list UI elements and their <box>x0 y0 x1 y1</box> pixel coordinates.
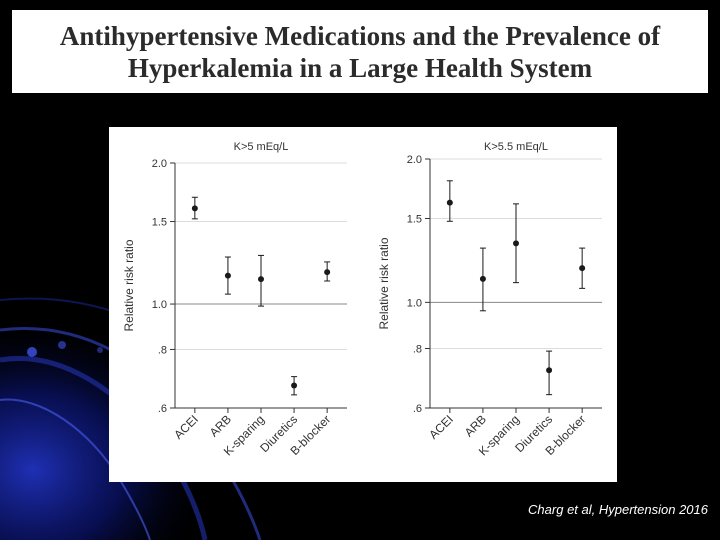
chart-1-y-tick-label: 1.0 <box>152 299 167 311</box>
citation: Charg et al, Hypertension 2016 <box>528 502 708 517</box>
chart-2-y-tick-label: .6 <box>413 403 422 415</box>
chart-1-y-tick-label: 2.0 <box>152 158 167 170</box>
chart-2-y-tick-label: 1.0 <box>407 297 422 309</box>
chart-1-y-tick-label: .6 <box>158 403 167 415</box>
chart-2-y-tick-label: .8 <box>413 344 422 356</box>
chart-1-x-tick-label: ARB <box>207 412 234 439</box>
title-line-2: Hyperkalemia in a Large Health System <box>127 52 593 83</box>
relative-risk-charts: K>5 mEq/L 2.0 1.5 1.0 .8 .6 Relative risk rati… <box>122 141 602 458</box>
chart-1-point-acei <box>191 205 198 212</box>
chart-2-y-tick-label: 1.5 <box>407 213 422 225</box>
chart-2-x-tick-label: ACEI <box>426 412 456 442</box>
chart-2-point-b-blocker <box>579 265 586 272</box>
chart-1-point-arb <box>224 272 231 279</box>
chart-2-title: K>5.5 mEq/L <box>484 141 548 153</box>
chart-2-y-tick-label: 2.0 <box>407 154 422 166</box>
chart-2-point-k-sparing <box>513 240 519 247</box>
chart-2-x-tick-label: ARB <box>462 412 489 439</box>
chart-1-y-label: Relative risk ratio <box>122 239 136 331</box>
chart-1-point-diuretics <box>291 382 298 389</box>
chart-2-point-diuretics <box>546 367 553 374</box>
chart-1-x-tick-label: ACEI <box>171 412 201 442</box>
chart-1-y-tick-label: 1.5 <box>152 217 167 229</box>
chart-1-point-k-sparing <box>258 276 264 283</box>
chart-1-y-tick-label: .8 <box>158 344 167 356</box>
chart-1-title: K>5 mEq/L <box>234 141 289 153</box>
title-line-1: Antihypertensive Medications and the Pre… <box>59 20 661 51</box>
chart-2-point-acei <box>446 199 453 206</box>
chart-2-y-label: Relative risk ratio <box>377 237 391 329</box>
title-banner: Antihypertensive Medications and the Pre… <box>12 10 708 93</box>
figure-panel: K>5 mEq/L 2.0 1.5 1.0 .8 .6 Relative risk rati… <box>109 127 617 482</box>
chart-1-point-b-blocker <box>324 269 331 276</box>
chart-2-point-arb <box>479 275 486 282</box>
